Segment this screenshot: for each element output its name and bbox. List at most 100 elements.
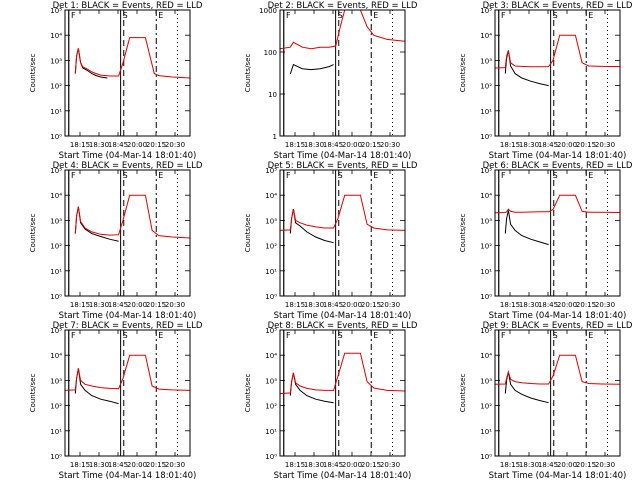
lld-series-line: [495, 354, 620, 385]
time-marker-label: F: [286, 331, 291, 340]
x-axis-label: Start Time (04-Mar-14 18:01:40): [489, 311, 627, 321]
x-tick-label: 18:30: [304, 301, 324, 309]
time-marker-box: [372, 171, 380, 179]
x-tick-label: 18:45: [538, 461, 558, 469]
time-marker-box: [121, 331, 129, 339]
x-tick-label: 18:30: [304, 461, 324, 469]
x-tick-label: 18:15: [500, 141, 520, 149]
events-series-line: [289, 372, 334, 404]
x-tick-label: 20:30: [165, 301, 185, 309]
y-tick-label: 10⁴: [480, 32, 492, 40]
detector-panel-7: Det 7: BLACK = Events, RED = LLD Counts/s…: [29, 321, 203, 480]
x-tick-label: 20:00: [127, 301, 147, 309]
x-tick-label: 20:00: [557, 141, 577, 149]
x-tick-label: 20:15: [146, 461, 166, 469]
x-tick-label: 18:15: [70, 301, 90, 309]
time-marker-box: [499, 11, 507, 19]
time-marker-label: E: [373, 331, 378, 340]
plot-frame: [494, 9, 621, 137]
y-tick-label: 10³: [265, 217, 277, 225]
x-tick-label: 18:45: [108, 141, 128, 149]
y-tick-label: 10²: [50, 403, 62, 411]
y-tick-label: 10⁴: [480, 352, 492, 360]
y-tick-label: 10⁰: [480, 453, 492, 461]
detector-panel-1: Det 1: BLACK = Events, RED = LLD Counts/s…: [29, 1, 203, 161]
y-axis-label: Counts/sec: [29, 374, 37, 413]
lld-series-line: [280, 10, 405, 50]
x-tick-label: 20:15: [576, 301, 596, 309]
x-tick-label: 20:15: [361, 301, 381, 309]
time-marker-label: E: [158, 331, 163, 340]
events-series-line: [74, 48, 108, 79]
x-tick-label: 20:00: [342, 301, 362, 309]
y-tick-label: 10⁴: [265, 352, 277, 360]
y-tick-label: 10¹: [480, 268, 492, 276]
x-tick-label: 20:30: [595, 141, 615, 149]
y-tick-label: 100: [264, 49, 277, 57]
time-marker-label: S: [123, 11, 128, 20]
y-tick-label: 10⁰: [50, 453, 62, 461]
x-tick-label: 18:15: [285, 141, 305, 149]
y-tick-label: 10⁵: [480, 327, 492, 335]
time-marker-box: [587, 331, 595, 339]
y-tick-label: 10¹: [50, 268, 62, 276]
y-axis-label: Counts/sec: [244, 374, 252, 413]
time-marker-box: [157, 171, 165, 179]
time-marker-box: [336, 171, 344, 179]
x-axis-label: Start Time (04-Mar-14 18:01:40): [274, 151, 412, 161]
lld-series-line: [495, 34, 620, 69]
time-marker-label: S: [123, 171, 128, 180]
time-marker-label: E: [158, 171, 163, 180]
x-tick-label: 20:15: [146, 301, 166, 309]
time-marker-box: [69, 331, 77, 339]
y-tick-label: 10⁵: [50, 7, 62, 15]
detector-panel-6: Det 6: BLACK = Events, RED = LLD Counts/s…: [459, 161, 633, 321]
detector-panel-4: Det 4: BLACK = Events, RED = LLD Counts/s…: [29, 161, 203, 321]
panel-title: Det 6: BLACK = Events, RED = LLD: [483, 161, 633, 171]
time-marker-label: S: [338, 331, 343, 340]
plot-frame: [64, 9, 191, 137]
lld-series-line: [280, 194, 405, 231]
detector-panel-9: Det 9: BLACK = Events, RED = LLD Counts/s…: [459, 321, 633, 480]
lld-series-line: [495, 194, 620, 214]
y-tick-label: 10¹: [50, 108, 62, 116]
x-tick-label: 18:15: [500, 301, 520, 309]
x-tick-label: 20:30: [380, 461, 400, 469]
x-tick-label: 18:45: [323, 461, 343, 469]
x-tick-label: 18:45: [538, 301, 558, 309]
time-marker-box: [499, 331, 507, 339]
time-marker-box: [499, 171, 507, 179]
y-tick-label: 10⁵: [50, 327, 62, 335]
time-marker-box: [284, 171, 292, 179]
plot-frame: [279, 329, 406, 457]
x-tick-label: 20:30: [595, 461, 615, 469]
y-tick-label: 10⁴: [265, 192, 277, 200]
time-marker-label: F: [71, 171, 76, 180]
detector-panel-8: Det 8: BLACK = Events, RED = LLD Counts/s…: [244, 321, 418, 480]
y-tick-label: 10⁴: [50, 192, 62, 200]
x-axis-label: Start Time (04-Mar-14 18:01:40): [274, 311, 412, 321]
time-marker-label: S: [123, 331, 128, 340]
plot-frame: [64, 169, 191, 297]
y-axis-label: Counts/sec: [29, 214, 37, 253]
x-tick-label: 20:00: [127, 141, 147, 149]
y-tick-label: 10³: [265, 377, 277, 385]
y-axis-label: Counts/sec: [244, 214, 252, 253]
x-tick-label: 18:15: [285, 461, 305, 469]
y-tick-label: 10³: [480, 57, 492, 65]
y-tick-label: 10⁴: [50, 352, 62, 360]
time-marker-box: [587, 11, 595, 19]
y-tick-label: 10²: [480, 83, 492, 91]
time-marker-label: F: [71, 11, 76, 20]
panel-title: Det 8: BLACK = Events, RED = LLD: [268, 321, 418, 331]
x-axis-label: Start Time (04-Mar-14 18:01:40): [489, 471, 627, 480]
x-tick-label: 20:00: [127, 461, 147, 469]
detector-panel-2: Det 2: BLACK = Events, RED = LLD Counts/s…: [244, 1, 418, 161]
time-marker-box: [284, 331, 292, 339]
x-tick-label: 20:15: [146, 141, 166, 149]
y-tick-label: 10²: [480, 403, 492, 411]
x-tick-label: 18:30: [519, 461, 539, 469]
y-tick-label: 10⁵: [480, 7, 492, 15]
y-tick-label: 10⁰: [265, 453, 277, 461]
